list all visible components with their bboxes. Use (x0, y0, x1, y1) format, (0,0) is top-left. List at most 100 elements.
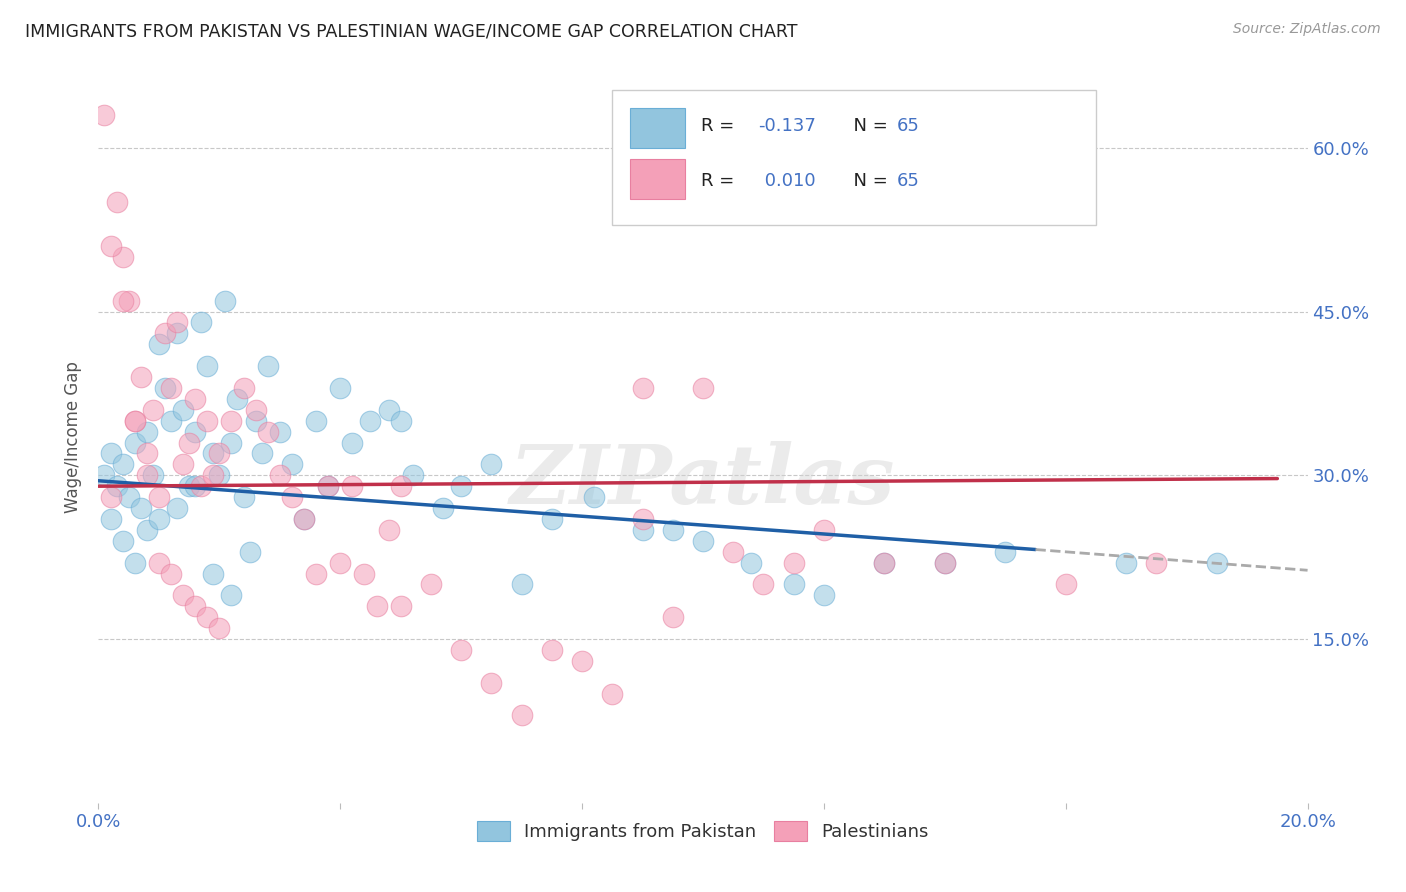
Text: 65: 65 (897, 172, 920, 190)
Point (934, 556, 956, 570)
Point (250, 446, 273, 460)
Point (432, 501, 454, 516)
Point (481, 458, 503, 472)
Point (1054, 577, 1077, 591)
Point (389, 414, 412, 428)
Point (631, 381, 654, 395)
Point (160, 414, 183, 428)
Point (723, 545, 745, 559)
Point (631, 523, 654, 537)
Point (118, 490, 141, 504)
Point (160, 381, 183, 395)
Point (245, 402, 267, 417)
Point (1206, 556, 1229, 570)
Point (208, 621, 231, 635)
Point (292, 512, 315, 526)
Point (221, 435, 243, 450)
Point (153, 381, 176, 395)
Point (353, 566, 375, 581)
Point (184, 479, 207, 493)
Point (389, 599, 412, 614)
Text: R =: R = (700, 172, 740, 190)
Point (994, 545, 1017, 559)
Point (179, 435, 201, 450)
Point (873, 556, 896, 570)
Point (510, 577, 533, 591)
Point (269, 425, 291, 439)
Point (202, 446, 225, 460)
Point (783, 577, 806, 591)
Point (160, 566, 183, 581)
Point (135, 523, 157, 537)
FancyBboxPatch shape (630, 108, 685, 148)
Point (329, 381, 352, 395)
Point (184, 392, 207, 406)
Point (148, 556, 170, 570)
Point (256, 359, 278, 373)
Point (129, 501, 152, 516)
Point (1144, 556, 1167, 570)
Point (202, 468, 225, 483)
Point (450, 643, 472, 657)
Point (195, 610, 218, 624)
Point (740, 556, 762, 570)
Point (342, 479, 364, 493)
Point (166, 326, 188, 341)
Point (602, 687, 624, 701)
Point (692, 381, 714, 395)
Point (166, 315, 188, 329)
Point (366, 599, 388, 614)
Point (172, 458, 194, 472)
Point (124, 556, 146, 570)
Point (111, 250, 134, 264)
Point (269, 468, 291, 483)
Point (111, 293, 134, 308)
Point (873, 556, 896, 570)
Point (934, 556, 956, 570)
Text: 0.010: 0.010 (759, 172, 815, 190)
Point (202, 566, 225, 581)
Point (190, 315, 212, 329)
Point (281, 490, 304, 504)
Point (402, 468, 425, 483)
Text: N =: N = (842, 117, 894, 136)
Point (1115, 556, 1137, 570)
Point (148, 512, 170, 526)
Point (752, 577, 775, 591)
Point (166, 501, 188, 516)
Point (305, 414, 328, 428)
Point (783, 556, 806, 570)
Point (631, 512, 654, 526)
Point (540, 643, 562, 657)
Point (124, 414, 146, 428)
Point (281, 458, 304, 472)
Point (377, 523, 399, 537)
Legend: Immigrants from Pakistan, Palestinians: Immigrants from Pakistan, Palestinians (470, 814, 936, 848)
Point (692, 533, 714, 548)
Point (316, 479, 339, 493)
Point (142, 468, 165, 483)
Text: IMMIGRANTS FROM PAKISTAN VS PALESTINIAN WAGE/INCOME GAP CORRELATION CHART: IMMIGRANTS FROM PAKISTAN VS PALESTINIAN … (25, 22, 797, 40)
Point (813, 588, 835, 602)
Point (510, 708, 533, 723)
Point (100, 512, 122, 526)
Point (142, 402, 165, 417)
Point (208, 446, 231, 460)
Point (124, 435, 146, 450)
Point (377, 402, 399, 417)
Text: Source: ZipAtlas.com: Source: ZipAtlas.com (1233, 22, 1381, 37)
Point (661, 610, 683, 624)
Point (813, 523, 835, 537)
Point (172, 588, 194, 602)
Point (135, 468, 157, 483)
Point (111, 533, 134, 548)
Point (583, 490, 606, 504)
Point (360, 414, 382, 428)
Point (100, 446, 122, 460)
Point (195, 414, 218, 428)
Point (245, 414, 267, 428)
Point (148, 337, 170, 351)
Point (256, 425, 278, 439)
FancyBboxPatch shape (630, 159, 685, 200)
Point (232, 381, 254, 395)
